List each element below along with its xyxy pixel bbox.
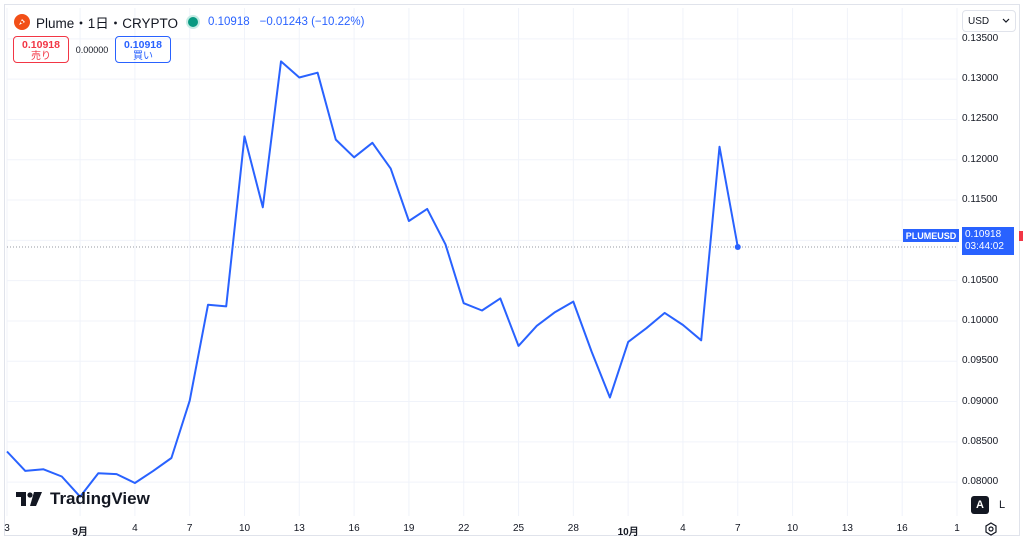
chart-frame: [4, 4, 1020, 536]
y-tick-label: 0.12000: [962, 153, 999, 165]
x-tick-label: 19: [403, 523, 415, 534]
y-tick-label: 0.09000: [962, 395, 999, 407]
sell-button[interactable]: 0.10918 売り: [13, 36, 69, 63]
last-price: 0.10918: [208, 16, 250, 28]
last-price-box-value: 0.10918: [965, 229, 1002, 240]
market-open-dot-icon: [188, 17, 199, 27]
x-tick-label: 10: [787, 523, 799, 534]
x-tick-label: 3: [4, 523, 10, 534]
bar-countdown: 03:44:02: [965, 241, 1004, 252]
currency-select[interactable]: USD: [962, 10, 1016, 32]
x-tick-label: 16: [896, 523, 908, 534]
price-change: −0.01243 (−10.22%): [259, 16, 365, 28]
x-tick-label: 10月: [617, 527, 639, 538]
x-tick-label: 1: [954, 523, 960, 534]
buy-label: 買い: [133, 51, 153, 62]
x-tick-label: 28: [567, 523, 579, 534]
y-tick-label: 0.12500: [962, 113, 999, 125]
last-price-box: 0.10918 03:44:02: [962, 227, 1014, 255]
log-scale-button[interactable]: L: [998, 499, 1006, 511]
buy-price: 0.10918: [124, 39, 162, 51]
y-tick-label: 0.11500: [962, 194, 998, 206]
last-price-dot: [734, 243, 741, 250]
sell-label: 売り: [31, 51, 51, 62]
tradingview-branding[interactable]: TradingView: [16, 489, 150, 509]
x-tick-label: 4: [132, 523, 138, 534]
y-tick-label: 0.09500: [962, 355, 999, 367]
auto-scale-button[interactable]: A: [971, 496, 989, 514]
y-tick-label: 0.08000: [962, 476, 999, 488]
chart-header: Plume・1日・CRYPTO 0.10918 −0.01243 (−10.22…: [14, 12, 364, 32]
order-panel: 0.10918 売り 0.00000 0.10918 買い: [13, 36, 171, 63]
tradingview-logo-icon: [16, 492, 42, 506]
x-tick-label: 25: [512, 523, 525, 534]
sell-price: 0.10918: [22, 39, 60, 51]
x-tick-label: 13: [841, 523, 853, 534]
y-tick-label: 0.10500: [962, 274, 999, 286]
x-tick-label: 13: [293, 523, 305, 534]
buy-button[interactable]: 0.10918 買い: [115, 36, 171, 63]
x-tick-label: 4: [680, 523, 686, 534]
tradingview-wordmark: TradingView: [50, 489, 150, 508]
alert-marker: [1019, 231, 1023, 241]
plume-logo-icon: [14, 14, 30, 30]
y-tick-label: 0.10000: [962, 314, 999, 326]
y-tick-label: 0.13500: [962, 32, 999, 44]
spread-value: 0.00000: [75, 44, 109, 55]
x-tick-label: 10: [238, 523, 251, 534]
x-tick-label: 16: [348, 523, 360, 534]
y-tick-label: 0.13000: [962, 73, 999, 85]
symbol-title[interactable]: Plume・1日・CRYPTO: [36, 16, 179, 31]
price-series-line: [6, 60, 739, 498]
settings-gear-icon[interactable]: [984, 522, 998, 536]
symbol-price-tag: PLUMEUSD: [903, 229, 959, 242]
chart-grid: [6, 8, 958, 516]
x-tick-label: 7: [186, 523, 193, 534]
x-tick-label: 22: [458, 523, 470, 534]
x-tick-label: 7: [734, 523, 741, 534]
currency-value: USD: [968, 15, 990, 27]
x-tick-label: 9月: [72, 527, 88, 538]
y-tick-label: 0.08500: [962, 435, 999, 447]
chevron-down-icon: [1002, 18, 1010, 23]
